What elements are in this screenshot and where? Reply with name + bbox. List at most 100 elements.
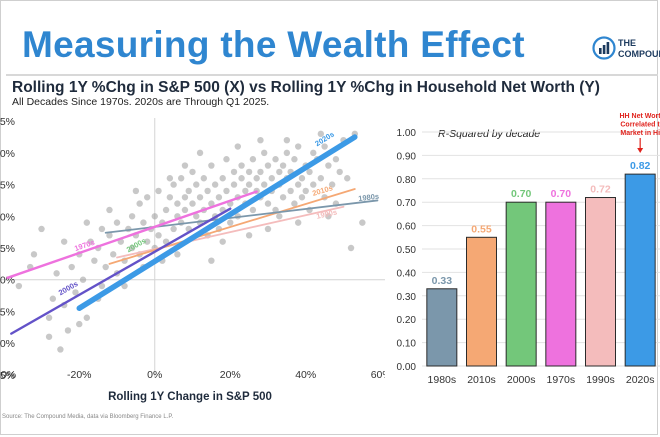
bar-value-label: 0.33 (432, 275, 453, 287)
bar-1970s (545, 201, 577, 367)
scatter-point (170, 225, 177, 233)
scatter-point (294, 143, 302, 150)
scatter-point (219, 175, 226, 182)
y-tick-label: -15% (0, 370, 15, 382)
scatter-point (306, 168, 313, 176)
scatter-point (155, 232, 162, 239)
scatter-point (144, 238, 151, 245)
scatter-point (283, 149, 291, 157)
scatter-point (257, 136, 264, 144)
scatter-point (325, 162, 332, 169)
scatter-point (128, 244, 136, 252)
scatter-point (317, 130, 325, 138)
scatter-point (234, 143, 241, 150)
scatter-point (132, 187, 140, 195)
x-tick-label: 60% (371, 369, 385, 381)
scatter-point (332, 156, 340, 163)
bar-y-tick-label: 1.00 (397, 128, 417, 139)
y-tick-label: 10% (0, 211, 15, 223)
scatter-point (238, 175, 245, 182)
scatter-point (136, 200, 143, 207)
bar-value-label: 0.55 (471, 223, 492, 235)
y-tick-label: 15% (0, 180, 15, 192)
scatter-point (245, 181, 253, 188)
scatter-point (325, 213, 332, 220)
scatter-point (253, 175, 260, 182)
bar-1990s (585, 197, 616, 367)
scatter-point (166, 175, 174, 182)
x-tick-label: 0% (147, 369, 162, 381)
scatter-point (106, 232, 113, 239)
bar-y-tick-label: 0.80 (397, 175, 417, 186)
bar-y-tick-label: 0.90 (397, 151, 417, 162)
scatter-point (57, 346, 64, 353)
scatter-point (181, 194, 189, 201)
brand-logo: THE COMPOUND (592, 35, 660, 67)
scatter-point (294, 181, 302, 188)
r-squared-bar-chart: R-Squared by decade 1.00 0.90 0.80 0.70 0.60 0… (397, 113, 660, 386)
bar-value-label: 0.70 (511, 188, 532, 200)
scatter-point (98, 225, 106, 233)
scatter-point (189, 200, 196, 207)
y-tick-label: -5% (0, 306, 15, 318)
scatter-point (208, 257, 215, 264)
x-tick-label: 40% (295, 369, 316, 381)
scatter-point (279, 194, 287, 201)
scatter-point (328, 181, 336, 188)
bar-category-label: 1990s (586, 374, 615, 386)
scatter-point (91, 257, 98, 264)
scatter-point (291, 156, 298, 163)
scatter-point (113, 219, 121, 226)
annotation-arrowhead (637, 148, 644, 153)
scatter-point (196, 194, 204, 201)
scatter-point (200, 175, 208, 182)
scatter-point (83, 314, 91, 321)
scatter-point (230, 168, 238, 176)
scatter-point (155, 187, 162, 195)
scatter-point (106, 206, 113, 214)
scatter-point (249, 206, 257, 214)
scatter-point (336, 168, 343, 176)
scatter-point (261, 149, 268, 157)
annotation-text: Correlated to (620, 122, 660, 129)
bar-category-label: 2010s (467, 374, 496, 386)
scatter-point (76, 320, 83, 328)
scatter-point (230, 181, 238, 188)
scatter-point (193, 213, 200, 220)
scatter-point (177, 175, 185, 182)
scatter-point (64, 327, 72, 334)
scatter-point (347, 244, 355, 252)
bar-2020s (624, 173, 656, 367)
bar-category-label: 1970s (547, 374, 576, 386)
x-tick-label: -20% (67, 369, 92, 381)
scatter-point (87, 238, 94, 245)
scatter-point (268, 175, 275, 182)
bar-category-label: 1980s (428, 374, 457, 386)
bar-1980s (426, 288, 458, 367)
scatter-point (298, 175, 306, 182)
bar-y-tick-label: 0.40 (397, 268, 417, 279)
scatter-point (144, 194, 151, 201)
x-tick-label: 20% (220, 369, 241, 381)
bar-value-label: 0.82 (630, 160, 651, 172)
scatter-point (121, 282, 128, 290)
bar-value-label: 0.70 (551, 188, 572, 200)
scatter-point (227, 219, 234, 226)
scatter-point (219, 238, 226, 245)
scatter-point (279, 162, 287, 169)
scatter-point (208, 200, 215, 207)
y-tick-label: 25% (0, 116, 15, 128)
brand-line-2: COMPOUND (618, 49, 660, 59)
x-axis-title: Rolling 1Y Change in S&P 500 (108, 391, 272, 403)
scatter-point (310, 181, 317, 188)
scatter-point (53, 270, 60, 277)
scatter-point (83, 219, 91, 226)
scatter-chart: 25%20%15%10%5%0%-5%-10%-15%-40%-20%0%20%… (0, 116, 385, 403)
bar-category-label: 2020s (626, 374, 655, 386)
scatter-point (211, 181, 219, 188)
compound-logo-icon (592, 36, 616, 60)
trendline-1990s (116, 205, 345, 259)
scatter-point (60, 238, 68, 245)
scatter-point (215, 194, 223, 201)
y-tick-label: 5% (0, 243, 15, 255)
